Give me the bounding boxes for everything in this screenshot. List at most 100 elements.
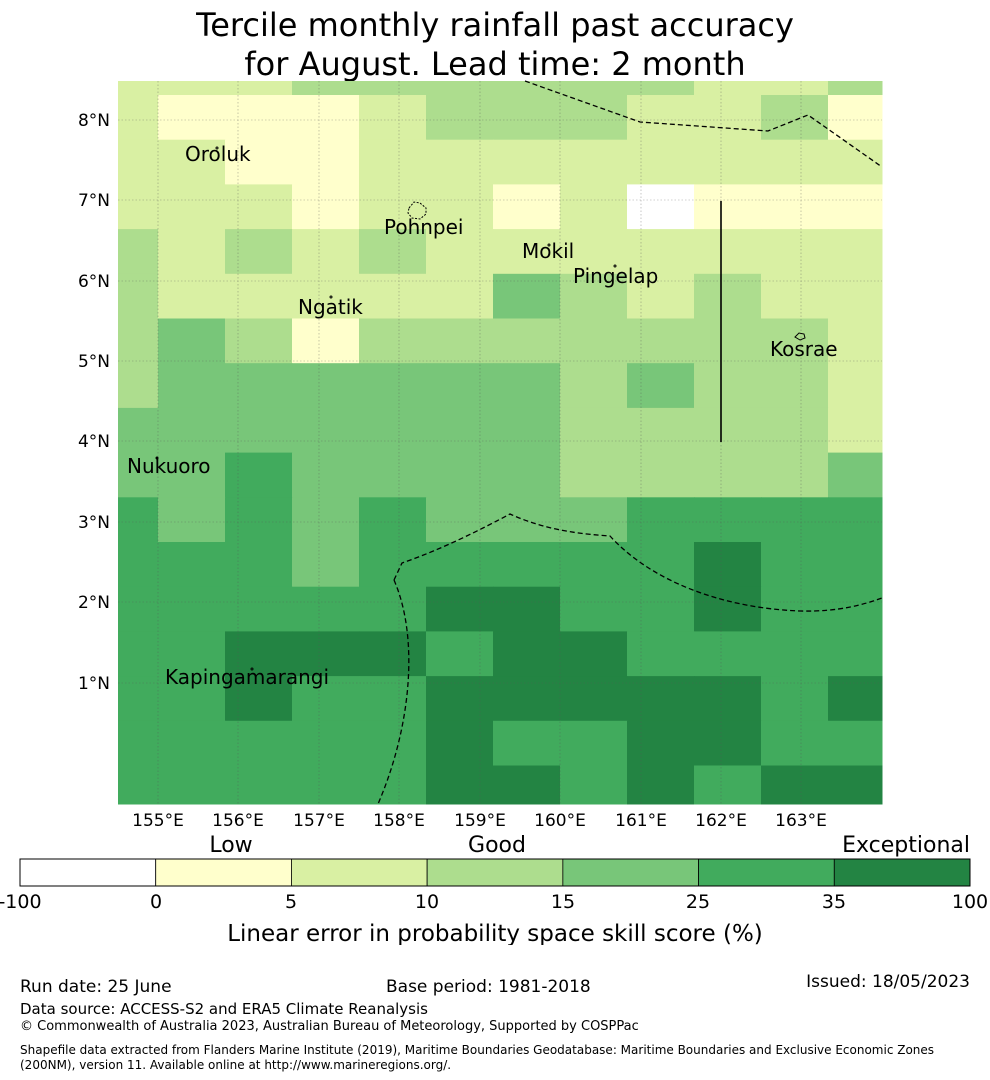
skill-cell	[627, 81, 695, 96]
skill-grid	[118, 81, 883, 805]
skill-cell	[118, 407, 159, 454]
skill-cell	[359, 542, 427, 588]
skill-cell	[493, 318, 561, 364]
skill-cell	[694, 407, 762, 454]
skill-cell	[359, 631, 427, 677]
skill-cell	[493, 95, 561, 141]
skill-cell	[560, 407, 628, 454]
lat-label-4n: 4°N	[78, 432, 110, 452]
kapingamarangi-atoll-outline	[250, 667, 254, 671]
skill-cell	[118, 542, 159, 588]
lat-label-2n: 2°N	[78, 593, 110, 613]
skill-cell	[694, 184, 762, 230]
skill-cell	[426, 81, 494, 96]
lon-label-161e: 161°E	[615, 811, 667, 831]
lon-label-157e: 157°E	[293, 811, 345, 831]
skill-cell	[828, 318, 883, 364]
skill-cell	[292, 95, 360, 141]
skill-cell	[158, 139, 226, 185]
skill-cell	[359, 95, 427, 141]
shapefile-credit-line-2: (200NM), version 11. Available online at…	[20, 1058, 452, 1072]
lat-label-3n: 3°N	[78, 513, 110, 533]
graticule	[118, 81, 882, 804]
skill-cell	[761, 631, 829, 677]
skill-cell	[493, 720, 561, 766]
skill-cell	[560, 81, 628, 96]
skill-cell	[627, 452, 695, 498]
skill-cell	[694, 229, 762, 275]
skill-cell	[694, 720, 762, 766]
skill-cell	[158, 631, 226, 677]
skill-cell	[118, 765, 159, 805]
skill-cell	[560, 139, 628, 185]
skill-cell	[292, 363, 360, 409]
ngatik-atoll-outline	[329, 295, 333, 299]
skill-cell	[118, 363, 159, 409]
skill-cell	[493, 407, 561, 454]
skill-cell	[359, 586, 427, 632]
place-label-nukuoro: Nukuoro	[127, 454, 211, 478]
skill-cell	[627, 676, 695, 722]
kosrae-island-outline	[794, 332, 806, 341]
skill-cell	[426, 139, 494, 185]
skill-cell	[493, 676, 561, 722]
skill-cell	[225, 407, 293, 454]
skill-cell	[225, 229, 293, 275]
lat-label-8n: 8°N	[78, 111, 110, 131]
skill-cell	[828, 765, 883, 805]
skill-cell	[560, 720, 628, 766]
skill-cell	[292, 81, 360, 96]
lat-label-5n: 5°N	[78, 352, 110, 372]
place-label-mokil: Mokil	[522, 239, 574, 263]
map-title-line-1: Tercile monthly rainfall past accuracy	[196, 6, 794, 44]
legend-category-low: Low	[209, 833, 252, 858]
eez-boundary-south-arc	[393, 513, 883, 612]
skill-cell	[627, 318, 695, 364]
lat-label-1n: 1°N	[78, 674, 110, 694]
data-source: Data source: ACCESS-S2 and ERA5 Climate …	[20, 1000, 428, 1018]
skill-cell	[493, 452, 561, 498]
skill-cell	[761, 184, 829, 230]
skill-cell	[761, 363, 829, 409]
skill-cell	[426, 95, 494, 141]
skill-cell	[225, 497, 293, 543]
skill-cell	[359, 81, 427, 96]
skill-cell	[118, 676, 159, 722]
skill-cell	[828, 586, 883, 632]
eez-boundaries	[377, 80, 883, 805]
skill-cell	[426, 273, 494, 319]
skill-cell	[694, 81, 762, 96]
skill-cell	[426, 676, 494, 722]
legend-category-good: Good	[468, 833, 526, 858]
base-period: Base period: 1981-2018	[386, 977, 591, 997]
skill-cell	[292, 229, 360, 275]
skill-cell	[761, 676, 829, 722]
legend-tick-100: 100	[952, 891, 988, 913]
skill-cell	[158, 407, 226, 454]
skill-cell	[828, 631, 883, 677]
lon-label-155e: 155°E	[132, 811, 184, 831]
lon-label-158e: 158°E	[373, 811, 425, 831]
skill-cell	[560, 676, 628, 722]
skill-cell	[359, 139, 427, 185]
skill-cell	[292, 765, 360, 805]
skill-cell	[493, 497, 561, 543]
skill-cell	[359, 273, 427, 319]
skill-cell	[828, 184, 883, 230]
skill-cell	[426, 318, 494, 364]
skill-cell	[761, 229, 829, 275]
skill-cell	[761, 452, 829, 498]
skill-cell	[225, 720, 293, 766]
skill-cell	[828, 139, 883, 185]
skill-cell	[359, 676, 427, 722]
skill-cell	[694, 273, 762, 319]
lon-label-156e: 156°E	[212, 811, 264, 831]
skill-cell	[828, 95, 883, 141]
skill-cell	[225, 676, 293, 722]
skill-cell	[426, 631, 494, 677]
colorbar-frame	[19, 858, 971, 887]
skill-cell	[225, 452, 293, 498]
lon-label-160e: 160°E	[534, 811, 586, 831]
skill-cell	[560, 273, 628, 319]
skill-cell	[426, 452, 494, 498]
